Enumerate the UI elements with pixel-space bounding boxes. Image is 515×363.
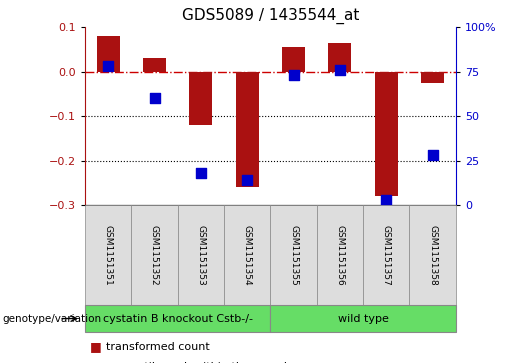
Point: [150, 95, 159, 101]
Text: GSM1151352: GSM1151352: [150, 225, 159, 285]
Text: genotype/variation: genotype/variation: [3, 314, 101, 323]
Text: GSM1151354: GSM1151354: [243, 225, 252, 285]
Text: percentile rank within the sample: percentile rank within the sample: [106, 362, 294, 363]
Text: GSM1151355: GSM1151355: [289, 225, 298, 285]
Bar: [189, 72, 212, 125]
Text: ■: ■: [90, 360, 102, 363]
Bar: [374, 72, 398, 196]
Point: [243, 177, 251, 183]
Bar: [235, 72, 259, 187]
Text: GSM1151356: GSM1151356: [335, 225, 345, 285]
Text: cystatin B knockout Cstb-/-: cystatin B knockout Cstb-/-: [102, 314, 253, 323]
Text: GSM1151357: GSM1151357: [382, 225, 391, 285]
Text: GSM1151358: GSM1151358: [428, 225, 437, 285]
Point: [104, 64, 112, 69]
Point: [382, 197, 390, 203]
Bar: [328, 43, 351, 72]
Text: GSM1151351: GSM1151351: [104, 225, 113, 285]
Bar: [421, 72, 444, 83]
Title: GDS5089 / 1435544_at: GDS5089 / 1435544_at: [182, 8, 359, 24]
Text: ■: ■: [90, 340, 102, 353]
Bar: [97, 36, 119, 72]
Point: [428, 152, 437, 158]
Bar: [282, 47, 305, 72]
Point: [289, 72, 298, 78]
Text: wild type: wild type: [338, 314, 388, 323]
Bar: [143, 58, 166, 72]
Point: [197, 170, 205, 176]
Point: [336, 67, 344, 73]
Text: GSM1151353: GSM1151353: [196, 225, 205, 285]
Text: transformed count: transformed count: [106, 342, 209, 352]
